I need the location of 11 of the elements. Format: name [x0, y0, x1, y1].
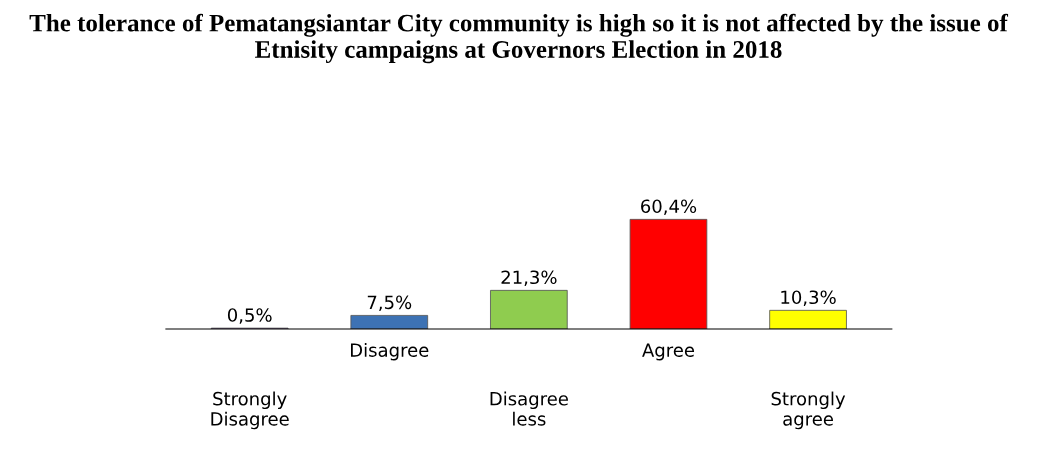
- x-tick-label: Disagree less: [490, 391, 568, 426]
- data-label: 7,5%: [367, 295, 412, 311]
- data-label: 21,3%: [501, 270, 557, 286]
- data-label: 0,5%: [227, 308, 272, 324]
- chart-title: The tolerance of Pematangsiantar City community is high so it is not affected by the issue of Etnisity campaigns at Governors Election in 2018: [29, 13, 1009, 64]
- x-tick-label: Strongly agree: [771, 391, 846, 430]
- x-tick-label: Agree: [642, 343, 695, 361]
- x-tick-label: Strongly Disagree: [211, 391, 289, 430]
- x-tick-label: Disagree: [351, 342, 429, 361]
- data-label: 10,3%: [781, 290, 836, 306]
- data-label: 60,4%: [641, 199, 697, 215]
